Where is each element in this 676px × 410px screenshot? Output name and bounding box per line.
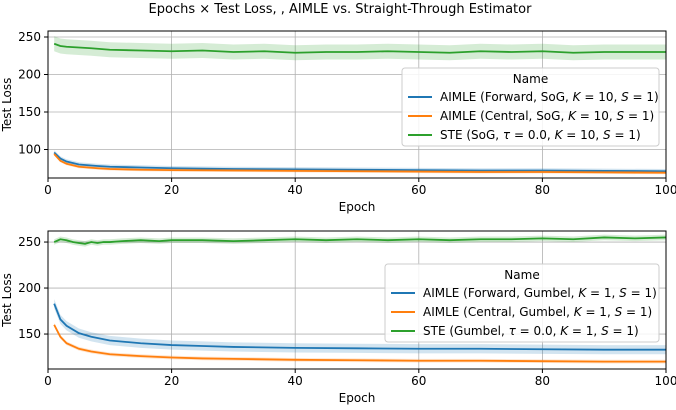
x-tick-label: 60 <box>411 374 426 388</box>
legend-box <box>401 67 660 147</box>
legend-box <box>384 263 660 343</box>
y-tick-label: 150 <box>18 105 41 119</box>
x-tick-label: 100 <box>655 374 676 388</box>
x-tick-label: 20 <box>164 374 179 388</box>
y-tick-label: 250 <box>18 30 41 44</box>
series-line <box>53 151 667 173</box>
x-tick-label: 20 <box>164 183 179 197</box>
legend: Name AIMLE (Forward, SoG, K = 10, S = 1) A… <box>401 67 660 147</box>
series-confidence-band <box>54 299 667 355</box>
legend-title: Name <box>513 72 548 86</box>
legend-label: STE (Gumbel, τ = 0.0, K = 1, S = 1) <box>423 324 639 338</box>
chart-panel-1: 0 20 40 60 80 100 100 150 200 250 Epoch Test Loss Na… <box>0 30 676 214</box>
series-line <box>53 42 666 54</box>
series-line <box>53 236 667 245</box>
x-axis-label: Epoch <box>339 200 376 214</box>
x-tick-label: 80 <box>535 374 550 388</box>
y-tick-label: 200 <box>18 68 41 82</box>
y-tick-label: 100 <box>18 143 41 157</box>
series-confidence-band <box>54 36 667 61</box>
legend-label: AIMLE (Forward, SoG, K = 10, S = 1) <box>440 90 659 104</box>
plot-frame <box>47 30 667 179</box>
x-tick-label: 0 <box>44 183 52 197</box>
x-tick-label: 60 <box>411 183 426 197</box>
figure-title: Epochs × Test Loss, , AIMLE vs. Straight… <box>149 2 533 17</box>
legend-label: AIMLE (Forward, Gumbel, K = 1, S = 1) <box>423 286 657 300</box>
y-axis-label: Test Loss <box>0 273 14 328</box>
series-confidence-band <box>54 150 667 174</box>
legend-label: AIMLE (Central, Gumbel, K = 1, S = 1) <box>423 305 652 319</box>
plot-frame <box>47 230 667 370</box>
series-confidence-band <box>54 234 667 247</box>
series-line <box>53 324 666 363</box>
legend: Name AIMLE (Forward, Gumbel, K = 1, S = 1… <box>384 263 660 343</box>
legend-label: AIMLE (Central, SoG, K = 10, S = 1) <box>440 109 654 123</box>
series-line <box>53 303 666 351</box>
y-tick-label: 200 <box>18 281 41 295</box>
y-tick-label: 250 <box>18 235 41 249</box>
legend-label: STE (SoG, τ = 0.0, K = 10, S = 1) <box>440 128 641 142</box>
x-tick-label: 100 <box>655 183 676 197</box>
y-tick-label: 150 <box>18 327 41 341</box>
legend-title: Name <box>504 268 539 282</box>
x-tick-label: 80 <box>535 183 550 197</box>
chart-panel-2: 0 20 40 60 80 100 150 200 250 Epoch Test Loss Name A… <box>0 230 676 405</box>
x-axis-label: Epoch <box>339 391 376 405</box>
series-line <box>53 153 667 174</box>
x-tick-label: 40 <box>288 374 303 388</box>
y-axis-label: Test Loss <box>0 78 14 133</box>
x-tick-label: 40 <box>288 183 303 197</box>
x-tick-label: 0 <box>44 374 52 388</box>
